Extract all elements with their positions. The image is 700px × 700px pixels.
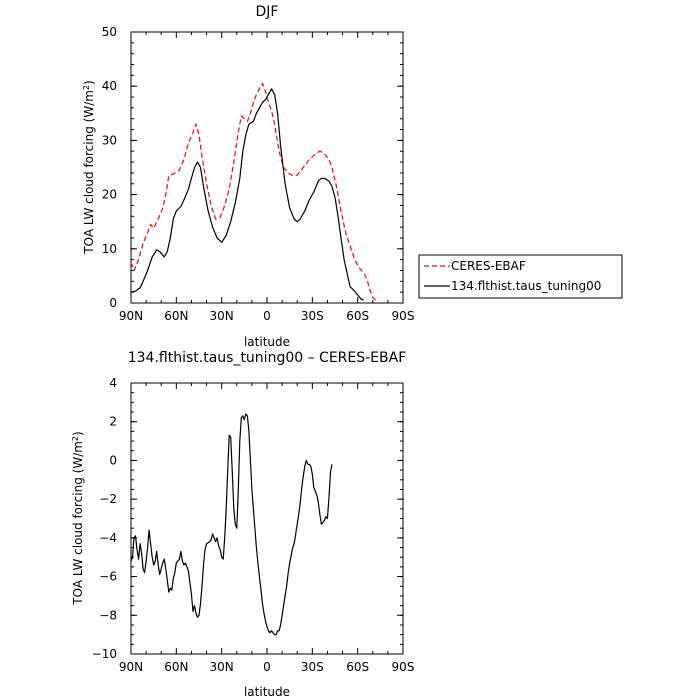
bottom-axis-ticks: 90N 60N 30N 0 30S 60S 90S −10 −8 −6 −4 −2 0 2 4 xyxy=(92,376,415,674)
top-y-axis-label: TOA LW cloud forcing (W/m2) xyxy=(82,80,97,254)
bottom-y-tick-label: −8 xyxy=(99,608,117,622)
legend: CERES-EBAF 134.flthist.taus_tuning00 xyxy=(418,254,623,299)
top-chart-title: DJF xyxy=(256,4,279,20)
top-axis-ticks: 90N 60N 30N 0 30S 60S 90S 0 10 20 30 40 50 xyxy=(102,25,415,323)
top-x-tick-label: 60N xyxy=(164,309,188,323)
top-x-tick-label: 30N xyxy=(210,309,234,323)
top-series-line-1 xyxy=(130,88,364,301)
top-y-tick-label: 0 xyxy=(109,296,117,310)
top-x-tick-label: 0 xyxy=(263,309,271,323)
top-y-tick-label: 50 xyxy=(102,25,117,39)
bottom-series-line-0 xyxy=(130,413,333,636)
top-series-group xyxy=(130,82,377,301)
bottom-y-tick-label: −10 xyxy=(92,647,117,661)
bottom-y-tick-label: −2 xyxy=(99,492,117,506)
top-x-tick-label: 30S xyxy=(301,309,324,323)
top-y-tick-label: 30 xyxy=(102,133,117,147)
bottom-chart: 134.flthist.taus_tuning00 – CERES-EBAF 9… xyxy=(71,350,415,699)
bottom-y-axis-label: TOA LW cloud forcing (W/m2) xyxy=(71,431,86,605)
bottom-y-tick-label: −4 xyxy=(99,531,117,545)
top-y-tick-label: 10 xyxy=(102,242,117,256)
bottom-x-tick-label: 60N xyxy=(164,660,188,674)
legend-box xyxy=(418,254,623,299)
bottom-x-axis-label: latitude xyxy=(244,685,290,699)
bottom-y-tick-label: 2 xyxy=(109,415,117,429)
bottom-y-tick-label: 0 xyxy=(109,453,117,467)
bottom-x-tick-label: 60S xyxy=(346,660,369,674)
top-x-tick-label: 90N xyxy=(119,309,143,323)
legend-label-model: 134.flthist.taus_tuning00 xyxy=(451,279,601,293)
top-chart: DJF 90N 60N 30N 0 30S 60S 90S 0 10 20 30 40 50 latit… xyxy=(82,4,415,349)
bottom-x-tick-label: 90S xyxy=(392,660,415,674)
bottom-chart-title: 134.flthist.taus_tuning00 – CERES-EBAF xyxy=(128,350,407,366)
bottom-x-tick-label: 90N xyxy=(119,660,143,674)
top-x-axis-label: latitude xyxy=(244,335,290,349)
bottom-series-group xyxy=(130,413,333,636)
bottom-x-tick-label: 0 xyxy=(263,660,271,674)
legend-label-ceres: CERES-EBAF xyxy=(451,259,526,273)
bottom-x-tick-label: 30N xyxy=(210,660,234,674)
top-series-line-0 xyxy=(130,82,377,301)
top-x-tick-label: 90S xyxy=(392,309,415,323)
bottom-plot-frame xyxy=(130,382,404,655)
bottom-y-tick-label: −6 xyxy=(99,570,117,584)
top-y-tick-label: 40 xyxy=(102,79,117,93)
top-x-tick-label: 60S xyxy=(346,309,369,323)
bottom-x-tick-label: 30S xyxy=(301,660,324,674)
top-y-tick-label: 20 xyxy=(102,188,117,202)
bottom-y-tick-label: 4 xyxy=(109,376,117,390)
top-plot-frame xyxy=(130,31,404,304)
